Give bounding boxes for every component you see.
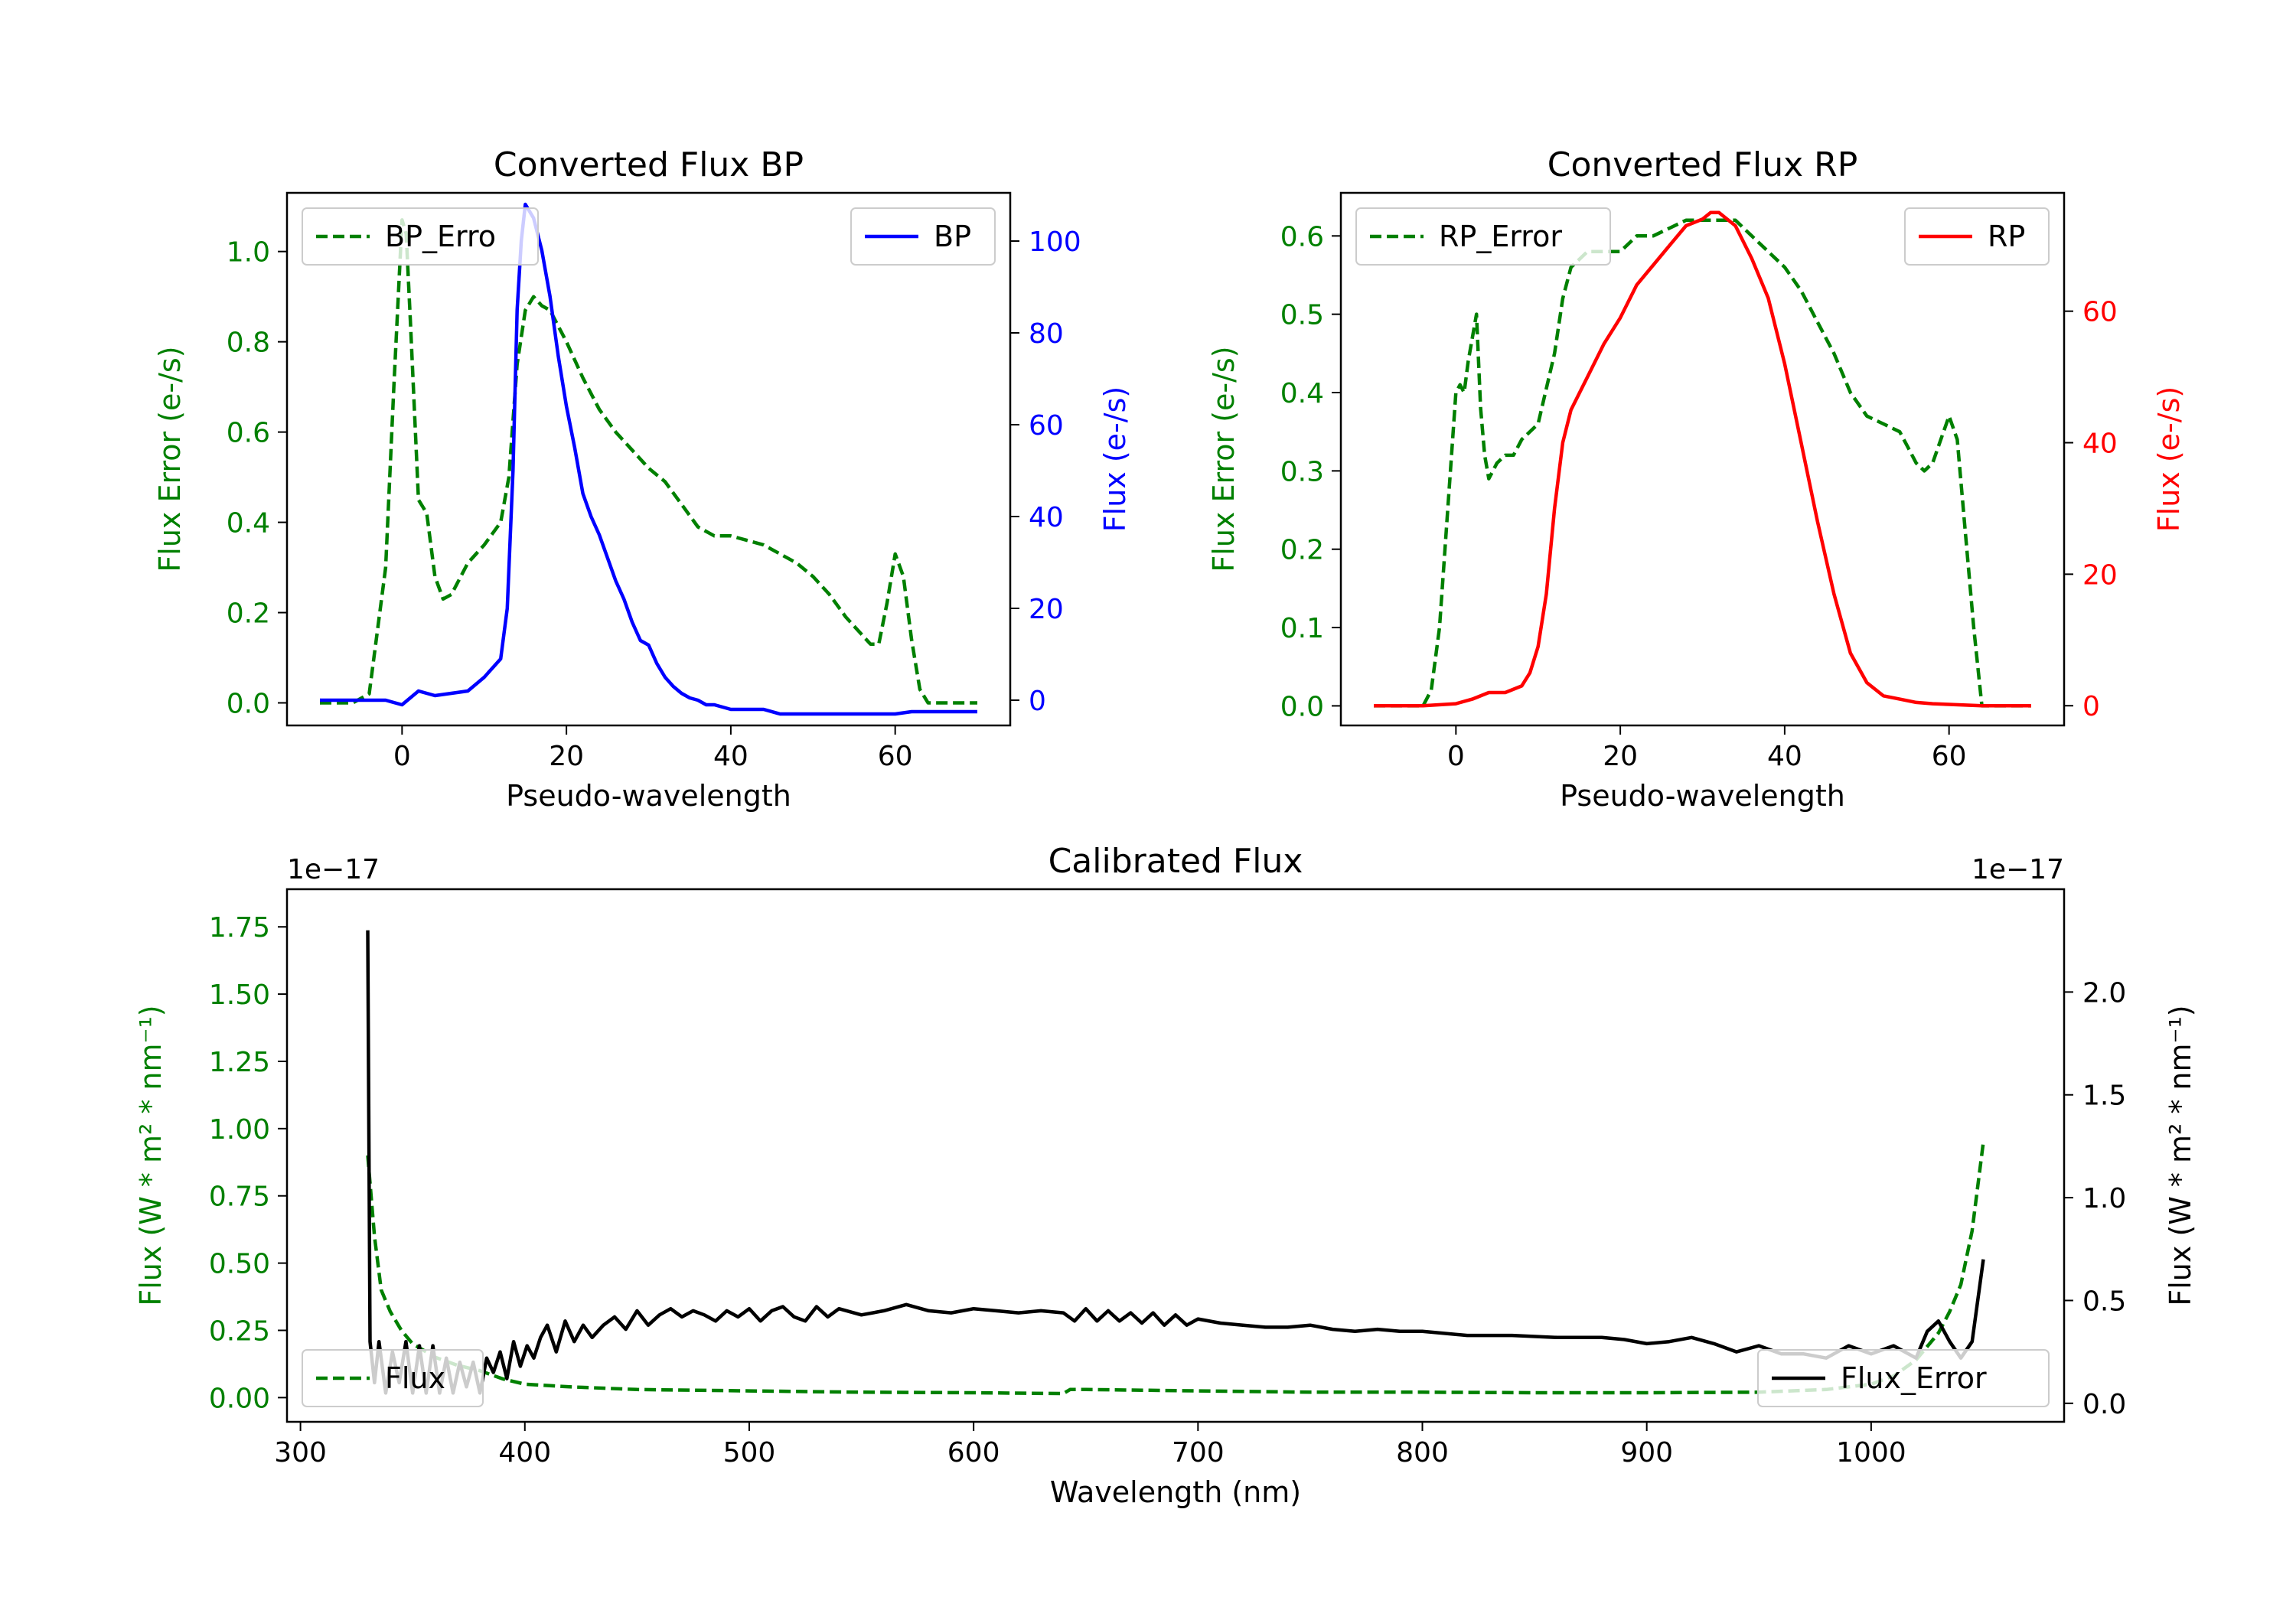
legend-rp: RP bbox=[1904, 207, 2050, 266]
series-line-flux-error bbox=[366, 1142, 1985, 1396]
chart-title: Calibrated Flux bbox=[1049, 842, 1303, 881]
y-left-tick-label: 1.25 bbox=[209, 1047, 270, 1078]
plot-frame bbox=[285, 888, 2066, 1423]
y-left-offset-label: 1e−17 bbox=[287, 854, 380, 885]
y-right-tick-label: 1.5 bbox=[2082, 1081, 2126, 1112]
x-tick-label: 40 bbox=[713, 741, 748, 772]
legend-label: RP_Error bbox=[1439, 220, 1562, 253]
x-tick-label: 0 bbox=[393, 741, 411, 772]
y-left-tick-label: 0.00 bbox=[209, 1383, 270, 1414]
x-tick-label: 800 bbox=[1396, 1437, 1449, 1468]
y-left-tick-label: 0.0 bbox=[1280, 691, 1324, 722]
x-tick-label: 20 bbox=[1603, 741, 1638, 772]
legend-flux: Flux_Error bbox=[1757, 1349, 2050, 1407]
series-line-flux bbox=[366, 930, 1985, 1395]
legend-bp-error: BP_Erro bbox=[302, 207, 539, 266]
y-left-tick-label: 1.00 bbox=[209, 1114, 270, 1146]
legend-label: BP_Erro bbox=[385, 220, 496, 253]
legend-box bbox=[302, 207, 539, 266]
series-line-rp bbox=[1374, 210, 2031, 708]
y-right-tick-label: 60 bbox=[1029, 410, 1064, 442]
legend-box bbox=[850, 207, 996, 266]
y-left-tick-label: 0.1 bbox=[1280, 613, 1324, 644]
legend-bp: BP bbox=[850, 207, 996, 266]
y-left-tick-label: 0.2 bbox=[227, 598, 270, 630]
y-right-axis-label: Flux (e-/s) bbox=[2152, 386, 2186, 532]
legend-label: Flux bbox=[385, 1361, 445, 1395]
y-left-tick-label: 0.8 bbox=[227, 328, 270, 359]
x-tick-label: 60 bbox=[1932, 741, 1967, 772]
chart-panel-1: Converted Flux BP 0 20 40 60 Pseudo-wavelengt… bbox=[153, 145, 1132, 813]
y-right-tick-label: 60 bbox=[2082, 297, 2118, 328]
y-right-tick-label: 0.0 bbox=[2082, 1389, 2126, 1420]
y-right-offset-label: 1e−17 bbox=[1971, 854, 2064, 885]
y-right-tick-label: 0 bbox=[1029, 686, 1046, 717]
chart-panel-3: Calibrated Flux 300 400 500 600 700 800 900 1000… bbox=[134, 842, 2197, 1509]
y-left-tick-label: 1.50 bbox=[209, 980, 270, 1011]
legend-flux-error: Flux bbox=[302, 1349, 484, 1407]
y-left-tick-label: 0.4 bbox=[227, 508, 270, 539]
y-right-tick-label: 40 bbox=[2082, 429, 2118, 460]
series-line-rp-error bbox=[1374, 218, 2031, 708]
x-tick-label: 900 bbox=[1620, 1437, 1673, 1468]
y-left-tick-label: 1.75 bbox=[209, 912, 270, 944]
y-right-tick-label: 20 bbox=[1029, 594, 1064, 625]
y-right-axis-label: Flux (W * m² * nm⁻¹) bbox=[2164, 1005, 2197, 1305]
y-left-tick-label: 0.2 bbox=[1280, 535, 1324, 566]
series-line-bp bbox=[320, 202, 977, 716]
legend-box bbox=[1355, 207, 1611, 266]
x-axis-label: Pseudo-wavelength bbox=[1560, 779, 1845, 813]
y-left-tick-label: 0.5 bbox=[1280, 300, 1324, 331]
y-left-axis-label: Flux Error (e-/s) bbox=[153, 346, 187, 572]
y-left-tick-label: 0.0 bbox=[227, 689, 270, 720]
x-tick-label: 600 bbox=[947, 1437, 1000, 1468]
y-left-tick-label: 0.50 bbox=[209, 1249, 270, 1280]
y-right-tick-label: 0.5 bbox=[2082, 1286, 2126, 1317]
legend-label: RP bbox=[1988, 220, 2025, 253]
legend-label: BP bbox=[934, 220, 971, 253]
legend-label: Flux_Error bbox=[1841, 1361, 1987, 1395]
y-right-tick-label: 20 bbox=[2082, 559, 2118, 591]
x-tick-label: 20 bbox=[549, 741, 584, 772]
x-tick-label: 40 bbox=[1767, 741, 1802, 772]
series-line-bp-error bbox=[320, 218, 977, 705]
x-tick-label: 500 bbox=[723, 1437, 776, 1468]
chart-title: Converted Flux BP bbox=[494, 145, 804, 184]
y-left-tick-label: 1.0 bbox=[227, 237, 270, 269]
legend-box bbox=[1757, 1349, 2050, 1407]
plot-frame bbox=[1339, 191, 2066, 727]
y-left-tick-label: 0.3 bbox=[1280, 456, 1324, 487]
y-right-tick-label: 1.0 bbox=[2082, 1183, 2126, 1214]
y-left-tick-label: 0.6 bbox=[1280, 221, 1324, 253]
y-right-tick-label: 40 bbox=[1029, 502, 1064, 533]
y-left-axis-label: Flux Error (e-/s) bbox=[1207, 346, 1241, 572]
y-left-tick-label: 0.75 bbox=[209, 1182, 270, 1213]
x-tick-label: 300 bbox=[274, 1437, 327, 1468]
x-tick-label: 60 bbox=[878, 741, 913, 772]
x-tick-label: 1000 bbox=[1836, 1437, 1906, 1468]
legend-box bbox=[1904, 207, 2050, 266]
legend-box bbox=[302, 1349, 484, 1407]
x-tick-label: 400 bbox=[498, 1437, 551, 1468]
legend-rp-error: RP_Error bbox=[1355, 207, 1611, 266]
x-tick-label: 0 bbox=[1447, 741, 1465, 772]
y-right-axis-label: Flux (e-/s) bbox=[1098, 386, 1132, 532]
y-right-tick-label: 80 bbox=[1029, 318, 1064, 350]
y-right-tick-label: 100 bbox=[1029, 227, 1081, 258]
plot-frame bbox=[285, 191, 1012, 727]
y-right-tick-label: 2.0 bbox=[2082, 977, 2126, 1009]
x-tick-label: 700 bbox=[1172, 1437, 1225, 1468]
y-left-tick-label: 0.6 bbox=[227, 418, 270, 449]
y-right-tick-label: 0 bbox=[2082, 691, 2100, 722]
chart-title: Converted Flux RP bbox=[1548, 145, 1858, 184]
x-axis-label: Pseudo-wavelength bbox=[506, 779, 791, 813]
y-left-tick-label: 0.25 bbox=[209, 1315, 270, 1347]
chart-panel-2: Converted Flux RP 0 20 40 60 Pseudo-wavelengt… bbox=[1207, 145, 2186, 813]
x-axis-label: Wavelength (nm) bbox=[1050, 1475, 1301, 1509]
y-left-axis-label: Flux (W * m² * nm⁻¹) bbox=[134, 1005, 168, 1305]
y-left-tick-label: 0.4 bbox=[1280, 378, 1324, 409]
